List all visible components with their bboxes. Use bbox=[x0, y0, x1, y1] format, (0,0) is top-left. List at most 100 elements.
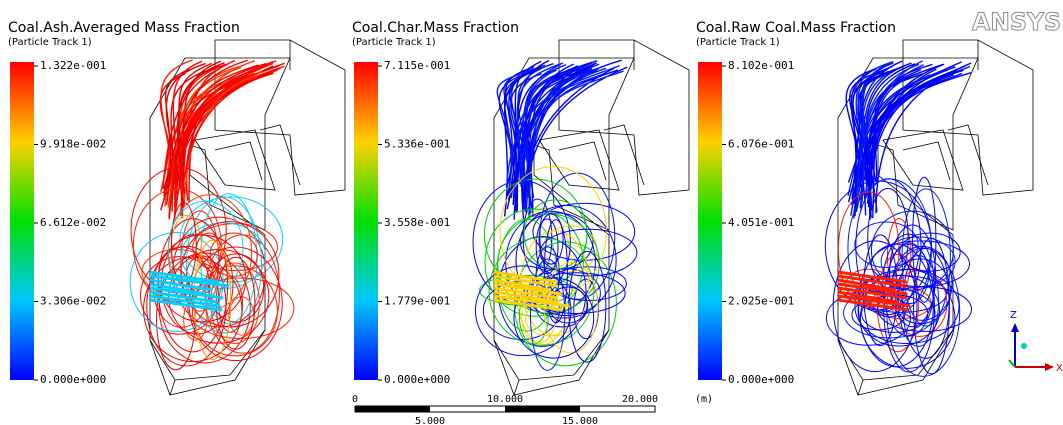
injection-stream bbox=[149, 282, 206, 296]
streamline bbox=[209, 232, 258, 277]
streamline bbox=[176, 62, 225, 194]
colorbar bbox=[354, 62, 378, 380]
streamline bbox=[573, 278, 599, 340]
injection-stream bbox=[493, 298, 563, 312]
streamline bbox=[164, 68, 190, 205]
scale-label: 15.000 bbox=[562, 416, 598, 425]
injection-stream bbox=[837, 294, 911, 308]
scale-bar-segment bbox=[355, 406, 430, 412]
streamline bbox=[872, 63, 933, 219]
streamline bbox=[523, 67, 615, 210]
streamlines bbox=[129, 59, 295, 371]
streamline bbox=[876, 253, 920, 353]
streamline bbox=[854, 66, 955, 196]
streamline bbox=[181, 67, 281, 204]
colorbar-label: 0.000e+000 bbox=[384, 373, 450, 386]
injection-stream bbox=[149, 294, 221, 308]
streamline bbox=[180, 222, 266, 290]
burner bbox=[538, 124, 645, 191]
streamline bbox=[516, 62, 564, 184]
injection-stream bbox=[837, 278, 896, 292]
panel-title: Coal.Ash.Averaged Mass Fraction bbox=[8, 20, 240, 36]
streamline bbox=[877, 286, 973, 332]
streamline bbox=[538, 213, 564, 265]
scale-label: 5.000 bbox=[415, 416, 445, 425]
scale-label: 20.000 bbox=[622, 394, 658, 405]
panel-title: Coal.Char.Mass Fraction bbox=[352, 20, 519, 36]
streamline bbox=[163, 61, 274, 197]
upper-box bbox=[558, 39, 690, 196]
streamlines bbox=[472, 59, 638, 371]
z-label: Z bbox=[1010, 310, 1017, 321]
colorbar-label: 1.779e-001 bbox=[384, 295, 450, 308]
y-axis bbox=[1008, 359, 1016, 368]
colorbar-label: 6.612e-002 bbox=[40, 216, 106, 229]
injection-stream bbox=[837, 274, 906, 288]
streamline bbox=[854, 221, 919, 268]
injection-stream bbox=[837, 298, 909, 312]
streamline bbox=[514, 70, 624, 200]
scale-bar-segment bbox=[505, 406, 580, 412]
injection-stream bbox=[149, 298, 223, 312]
injection-stream bbox=[493, 278, 551, 292]
streamline bbox=[180, 221, 280, 328]
colorbar-label: 5.336e-001 bbox=[384, 138, 450, 151]
injection-stream bbox=[149, 290, 219, 304]
streamline bbox=[854, 70, 954, 217]
streamline bbox=[856, 66, 956, 194]
burner bbox=[194, 124, 301, 191]
injection-stream bbox=[837, 286, 907, 300]
colorbar-label: 3.306e-002 bbox=[40, 295, 106, 308]
panel-subtitle: (Particle Track 1) bbox=[352, 37, 436, 48]
colorbar bbox=[10, 62, 34, 380]
injection-stream bbox=[493, 274, 558, 288]
x-label: X bbox=[1056, 363, 1063, 374]
streamline bbox=[172, 60, 203, 220]
streamline bbox=[185, 196, 263, 334]
streamline bbox=[857, 274, 941, 347]
streamline bbox=[160, 66, 242, 193]
scale-bar: 0 10.000 20.000 5.000 15.000 (m) bbox=[352, 394, 713, 425]
injection-stream bbox=[149, 270, 220, 284]
colorbar-label: 0.000e+000 bbox=[728, 373, 794, 386]
logo: ANSYS bbox=[972, 8, 1061, 36]
streamline bbox=[832, 240, 918, 373]
injection-stream bbox=[149, 278, 213, 292]
streamline bbox=[901, 188, 951, 327]
x-arrow bbox=[1045, 363, 1054, 371]
z-arrow bbox=[1011, 323, 1019, 332]
streamline bbox=[548, 286, 588, 324]
scale-label: 0 bbox=[352, 394, 358, 405]
streamline bbox=[515, 204, 617, 317]
injection-stream bbox=[149, 286, 224, 300]
streamline bbox=[171, 65, 285, 183]
streamline bbox=[505, 210, 596, 315]
scale-label: 10.000 bbox=[487, 394, 523, 405]
streamline bbox=[847, 69, 922, 183]
streamline bbox=[507, 59, 550, 201]
panel: Coal.Raw Coal.Mass Fraction(Particle Tra… bbox=[696, 20, 1034, 396]
streamline bbox=[850, 68, 877, 216]
panel: Coal.Char.Mass Fraction(Particle Track 1… bbox=[352, 20, 690, 396]
triad-dot bbox=[1021, 343, 1027, 349]
streamline bbox=[899, 232, 961, 272]
streamline bbox=[520, 230, 590, 337]
streamline bbox=[183, 70, 263, 207]
streamline bbox=[162, 72, 258, 184]
panel-subtitle: (Particle Track 1) bbox=[8, 37, 92, 48]
burner bbox=[882, 124, 989, 191]
axis-triad: Z X bbox=[1008, 310, 1063, 374]
streamline bbox=[162, 64, 227, 190]
streamline bbox=[870, 210, 954, 291]
injection-stream bbox=[837, 290, 899, 304]
injection-stream bbox=[149, 274, 229, 288]
streamline bbox=[515, 64, 567, 213]
streamline bbox=[852, 72, 887, 208]
streamline bbox=[171, 62, 267, 212]
streamline bbox=[912, 176, 937, 303]
geometry bbox=[149, 39, 346, 396]
injection-stream bbox=[493, 294, 570, 308]
streamline bbox=[539, 228, 638, 277]
injection-stream bbox=[493, 270, 558, 284]
